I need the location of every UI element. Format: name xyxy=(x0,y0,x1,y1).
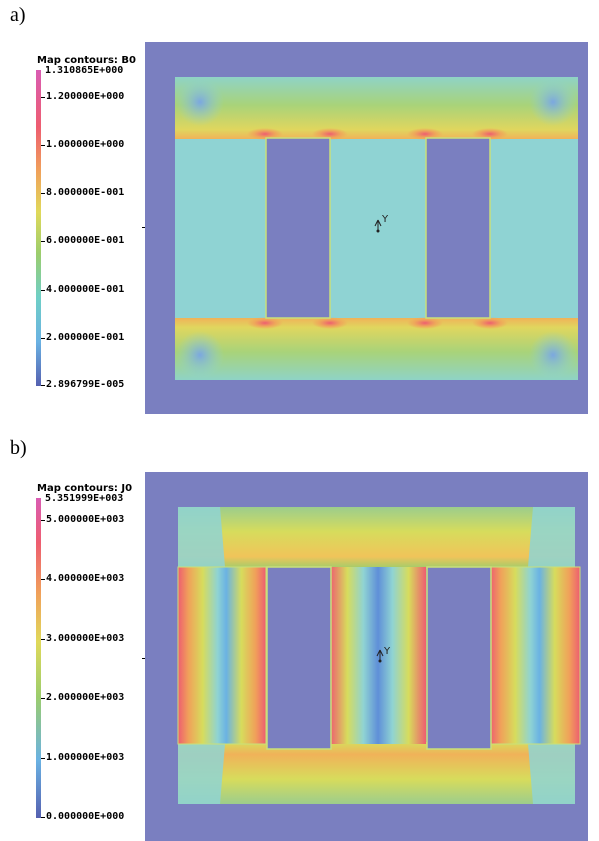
legend-max-j0: 5.351999E+003 xyxy=(45,493,124,504)
axis-mark xyxy=(142,658,146,659)
panel-label-a: a) xyxy=(10,4,26,26)
legend-title-b0: Map contours: B0 xyxy=(37,55,136,66)
legend-title-j0: Map contours: J0 xyxy=(37,483,133,494)
colorbar-tick xyxy=(41,817,45,818)
colorbar-tick-label: 1.000000E+000 xyxy=(46,139,125,150)
colorbar-tick-label: 2.000000E-001 xyxy=(46,332,125,343)
colorbar-tick xyxy=(41,97,45,98)
colorbar-tick-label: 1.200000E+000 xyxy=(46,91,125,102)
colorbar-tick-label: 8.000000E-001 xyxy=(46,187,125,198)
colorbar-tick xyxy=(41,338,45,339)
colorbar-tick-label: 5.000000E+003 xyxy=(46,514,125,525)
field-plot-b0 xyxy=(145,42,588,414)
colorbar-tick-label: 2.000000E+003 xyxy=(46,692,125,703)
colorbar-tick xyxy=(41,145,45,146)
axis-triad-label: Y xyxy=(384,646,391,657)
colorbar-tick xyxy=(41,758,45,759)
colorbar-tick xyxy=(41,290,45,291)
colorbar-tick xyxy=(41,193,45,194)
panel-label-b: b) xyxy=(10,437,27,459)
colorbar-b0 xyxy=(36,70,41,386)
colorbar-tick xyxy=(41,579,45,580)
colorbar-tick-label: 6.000000E-001 xyxy=(46,235,125,246)
colorbar-tick-label: 2.896799E-005 xyxy=(46,379,125,390)
colorbar-tick-label: 0.000000E+000 xyxy=(46,811,125,822)
colorbar-tick xyxy=(41,241,45,242)
axis-mark xyxy=(142,227,146,228)
colorbar-tick xyxy=(41,639,45,640)
colorbar-j0 xyxy=(36,498,41,818)
colorbar-tick-label: 3.000000E+003 xyxy=(46,633,125,644)
colorbar-tick-label: 4.000000E+003 xyxy=(46,573,125,584)
colorbar-tick xyxy=(41,520,45,521)
colorbar-tick-label: 1.000000E+003 xyxy=(46,752,125,763)
field-plot-j0 xyxy=(145,472,588,841)
colorbar-tick-label: 4.000000E-001 xyxy=(46,284,125,295)
legend-max-b0: 1.310865E+000 xyxy=(45,65,124,76)
colorbar-tick xyxy=(41,385,45,386)
axis-triad-label: Y xyxy=(382,214,389,225)
colorbar-tick xyxy=(41,698,45,699)
